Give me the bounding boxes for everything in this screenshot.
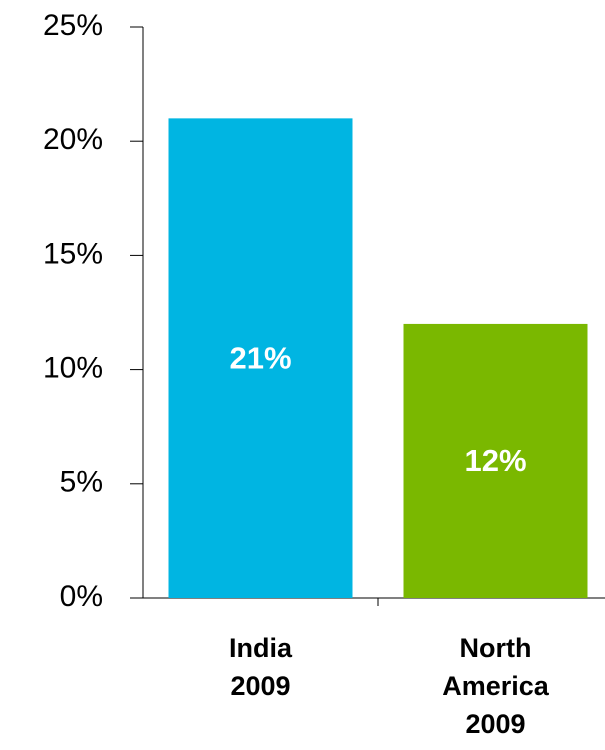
y-tick-label: 0% [60, 580, 103, 613]
y-tick-label: 5% [60, 466, 103, 499]
y-tick-label: 15% [43, 237, 103, 270]
bar [168, 118, 353, 599]
value-label: 21% [229, 340, 291, 375]
y-tick-label: 20% [43, 123, 103, 156]
x-tick-label: India 2009 [229, 633, 293, 701]
x-tick-label: North America 2009 [442, 633, 550, 739]
bar [403, 323, 588, 598]
y-tick-label: 10% [43, 352, 103, 385]
value-label: 12% [464, 443, 526, 478]
y-tick-label: 25% [43, 9, 103, 42]
